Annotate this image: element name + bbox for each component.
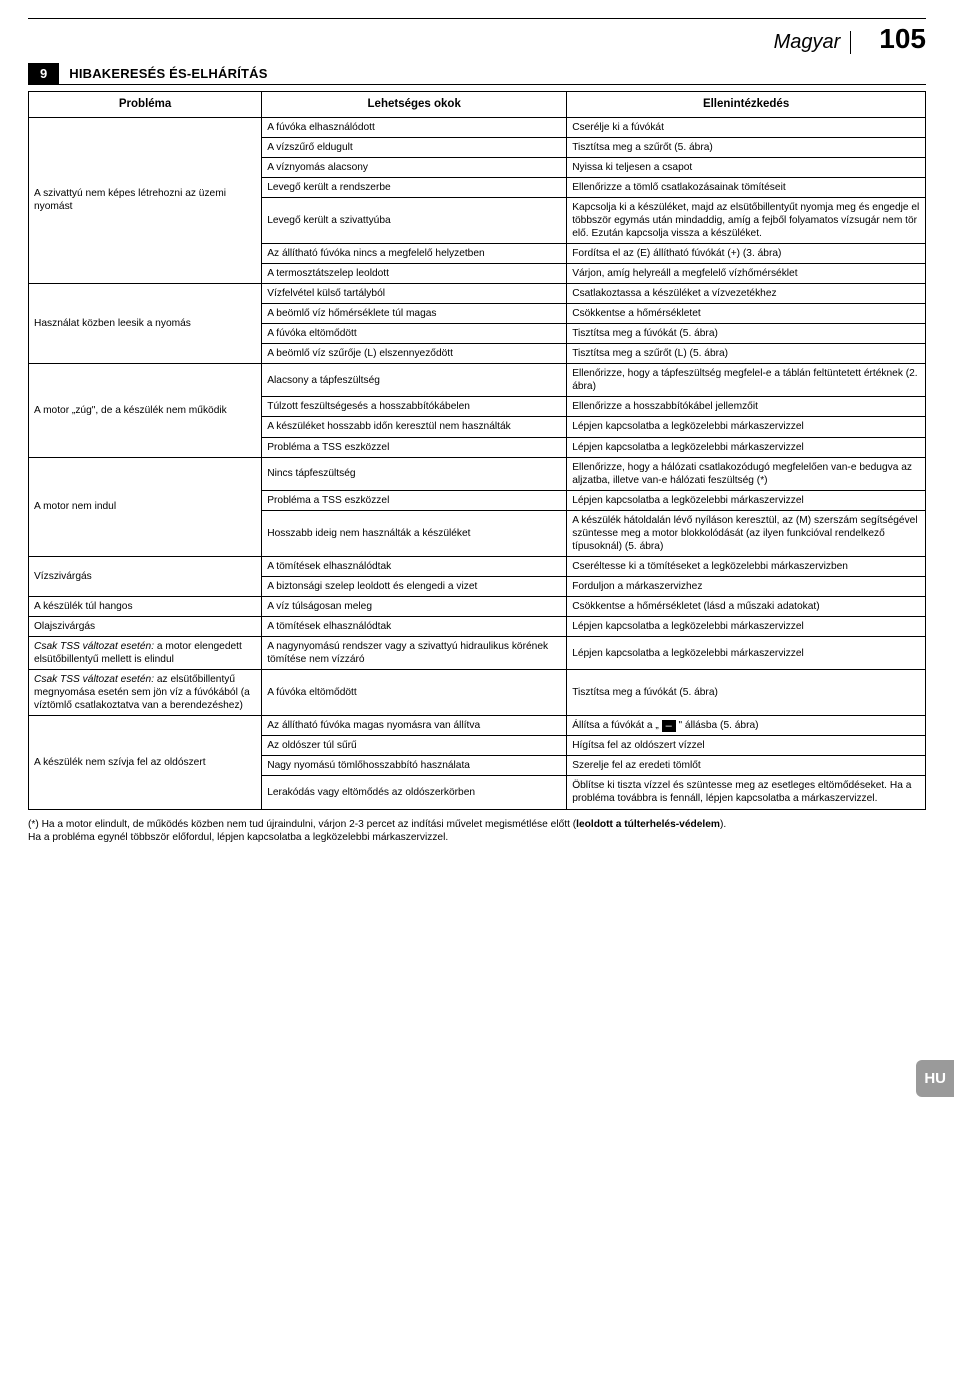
col-header: Ellenintézkedés [567,92,926,118]
cause-cell: A vízszűrő eldugult [262,137,567,157]
cause-cell: Nagy nyomású tömlőhosszabbító használata [262,756,567,776]
table-row: Csak TSS változat esetén: a motor elenge… [29,637,926,670]
troubleshooting-table: Probléma Lehetséges okok Ellenintézkedés… [28,91,926,810]
problem-cell: A motor „zúg", de a készülék nem működik [29,364,262,457]
cause-cell: A víz túlságosan meleg [262,596,567,616]
table-row: A motor nem indulNincs tápfeszültségElle… [29,457,926,490]
cause-cell: Nincs tápfeszültség [262,457,567,490]
top-rule [28,18,926,19]
cause-cell: Az oldószer túl sűrű [262,736,567,756]
cause-cell: A fúvóka elhasználódott [262,117,567,137]
cause-cell: A termosztátszelep leoldott [262,264,567,284]
table-row: Használat közben leesik a nyomásVízfelvé… [29,284,926,304]
cause-cell: A tömítések elhasználódtak [262,556,567,576]
remedy-cell: Tisztítsa meg a szűrőt (L) (5. ábra) [567,344,926,364]
problem-cell: A készülék túl hangos [29,596,262,616]
remedy-cell: Nyissa ki teljesen a csapot [567,157,926,177]
cause-cell: A víznyomás alacsony [262,157,567,177]
problem-cell: A készülék nem szívja fel az oldószert [29,716,262,809]
cause-cell: A beömlő víz szűrője (L) elszennyeződött [262,344,567,364]
page-header: Magyar 105 [28,23,926,55]
page-number: 105 [879,23,926,55]
col-header: Lehetséges okok [262,92,567,118]
cause-cell: Vízfelvétel külső tartályból [262,284,567,304]
cause-cell: Levegő került a rendszerbe [262,177,567,197]
cause-cell: A tömítések elhasználódtak [262,616,567,636]
problem-cell: Használat közben leesik a nyomás [29,284,262,364]
remedy-cell: Csökkentse a hőmérsékletet (lásd a műsza… [567,596,926,616]
language-tab: HU [916,1060,954,1097]
problem-cell: Olajszivárgás [29,616,262,636]
cause-cell: A beömlő víz hőmérséklete túl magas [262,304,567,324]
remedy-cell: Csökkentse a hőmérsékletet [567,304,926,324]
cause-cell: Az állítható fúvóka nincs a megfelelő he… [262,244,567,264]
table-row: A készülék nem szívja fel az oldószertAz… [29,716,926,736]
cause-cell: Lerakódás vagy eltömődés az oldószerkörb… [262,776,567,809]
problem-cell: A motor nem indul [29,457,262,556]
language-label: Magyar [774,31,852,54]
problem-cell: Csak TSS változat esetén: az elsütőbille… [29,670,262,716]
problem-cell: A szivattyú nem képes létrehozni az üzem… [29,117,262,283]
section-title: HIBAKERESÉS ÉS-ELHÁRÍTÁS [59,63,277,84]
cause-cell: A nagynyomású rendszer vagy a szivattyú … [262,637,567,670]
remedy-cell: Lépjen kapcsolatba a legközelebbi márkas… [567,490,926,510]
remedy-cell: Szerelje fel az eredeti tömlőt [567,756,926,776]
cause-cell: A fúvóka eltömődött [262,324,567,344]
cause-cell: Probléma a TSS eszközzel [262,490,567,510]
cause-cell: Az állítható fúvóka magas nyomásra van á… [262,716,567,736]
cause-cell: Alacsony a tápfeszültség [262,364,567,397]
remedy-cell: Kapcsolja ki a készüléket, majd az elsüt… [567,197,926,243]
col-header: Probléma [29,92,262,118]
section-heading: 9 HIBAKERESÉS ÉS-ELHÁRÍTÁS [28,63,926,85]
remedy-cell: Cserélje ki a fúvókát [567,117,926,137]
remedy-cell: Csatlakoztassa a készüléket a vízvezeték… [567,284,926,304]
table-row: VízszivárgásA tömítések elhasználódtakCs… [29,556,926,576]
cause-cell: A készüléket hosszabb időn keresztül nem… [262,417,567,437]
cause-cell: Hosszabb ideig nem használták a készülék… [262,510,567,556]
table-header-row: Probléma Lehetséges okok Ellenintézkedés [29,92,926,118]
table-row: OlajszivárgásA tömítések elhasználódtakL… [29,616,926,636]
remedy-cell: Tisztítsa meg a fúvókát (5. ábra) [567,324,926,344]
remedy-cell: Ellenőrizze, hogy a tápfeszültség megfel… [567,364,926,397]
cause-cell: Probléma a TSS eszközzel [262,437,567,457]
remedy-cell: Ellenőrizze a hosszabbítókábel jellemzői… [567,397,926,417]
remedy-cell: Tisztítsa meg a szűrőt (5. ábra) [567,137,926,157]
remedy-cell: Fordítsa el az (E) állítható fúvókát (+)… [567,244,926,264]
remedy-cell: Várjon, amíg helyreáll a megfelelő vízhő… [567,264,926,284]
remedy-cell: Lépjen kapcsolatba a legközelebbi márkas… [567,437,926,457]
table-row: A motor „zúg", de a készülék nem működik… [29,364,926,397]
problem-cell: Csak TSS változat esetén: a motor elenge… [29,637,262,670]
cause-cell: Túlzott feszültségesés a hosszabbítókábe… [262,397,567,417]
cause-cell: A fúvóka eltömődött [262,670,567,716]
problem-cell: Vízszivárgás [29,556,262,596]
remedy-cell: Forduljon a márkaszervizhez [567,576,926,596]
remedy-cell: Ellenőrizze a tömlő csatlakozásainak töm… [567,177,926,197]
table-row: Csak TSS változat esetén: az elsütőbille… [29,670,926,716]
remedy-cell: A készülék hátoldalán lévő nyíláson kere… [567,510,926,556]
cause-cell: Levegő került a szivattyúba [262,197,567,243]
remedy-cell: Öblítse ki tiszta vízzel és szüntesse me… [567,776,926,809]
remedy-cell: Lépjen kapcsolatba a legközelebbi márkas… [567,616,926,636]
remedy-cell: Lépjen kapcsolatba a legközelebbi márkas… [567,417,926,437]
remedy-cell: Állítsa a fúvókát a „ – " állásba (5. áb… [567,716,926,736]
remedy-cell: Hígítsa fel az oldószert vízzel [567,736,926,756]
footnote: (*) Ha a motor elindult, de működés közb… [28,818,926,846]
remedy-cell: Cseréltesse ki a tömítéseket a legközele… [567,556,926,576]
table-row: A készülék túl hangosA víz túlságosan me… [29,596,926,616]
table-row: A szivattyú nem képes létrehozni az üzem… [29,117,926,137]
remedy-cell: Ellenőrizze, hogy a hálózati csatlakozód… [567,457,926,490]
remedy-cell: Lépjen kapcsolatba a legközelebbi márkas… [567,637,926,670]
remedy-cell: Tisztítsa meg a fúvókát (5. ábra) [567,670,926,716]
cause-cell: A biztonsági szelep leoldott és elengedi… [262,576,567,596]
section-number: 9 [28,63,59,84]
